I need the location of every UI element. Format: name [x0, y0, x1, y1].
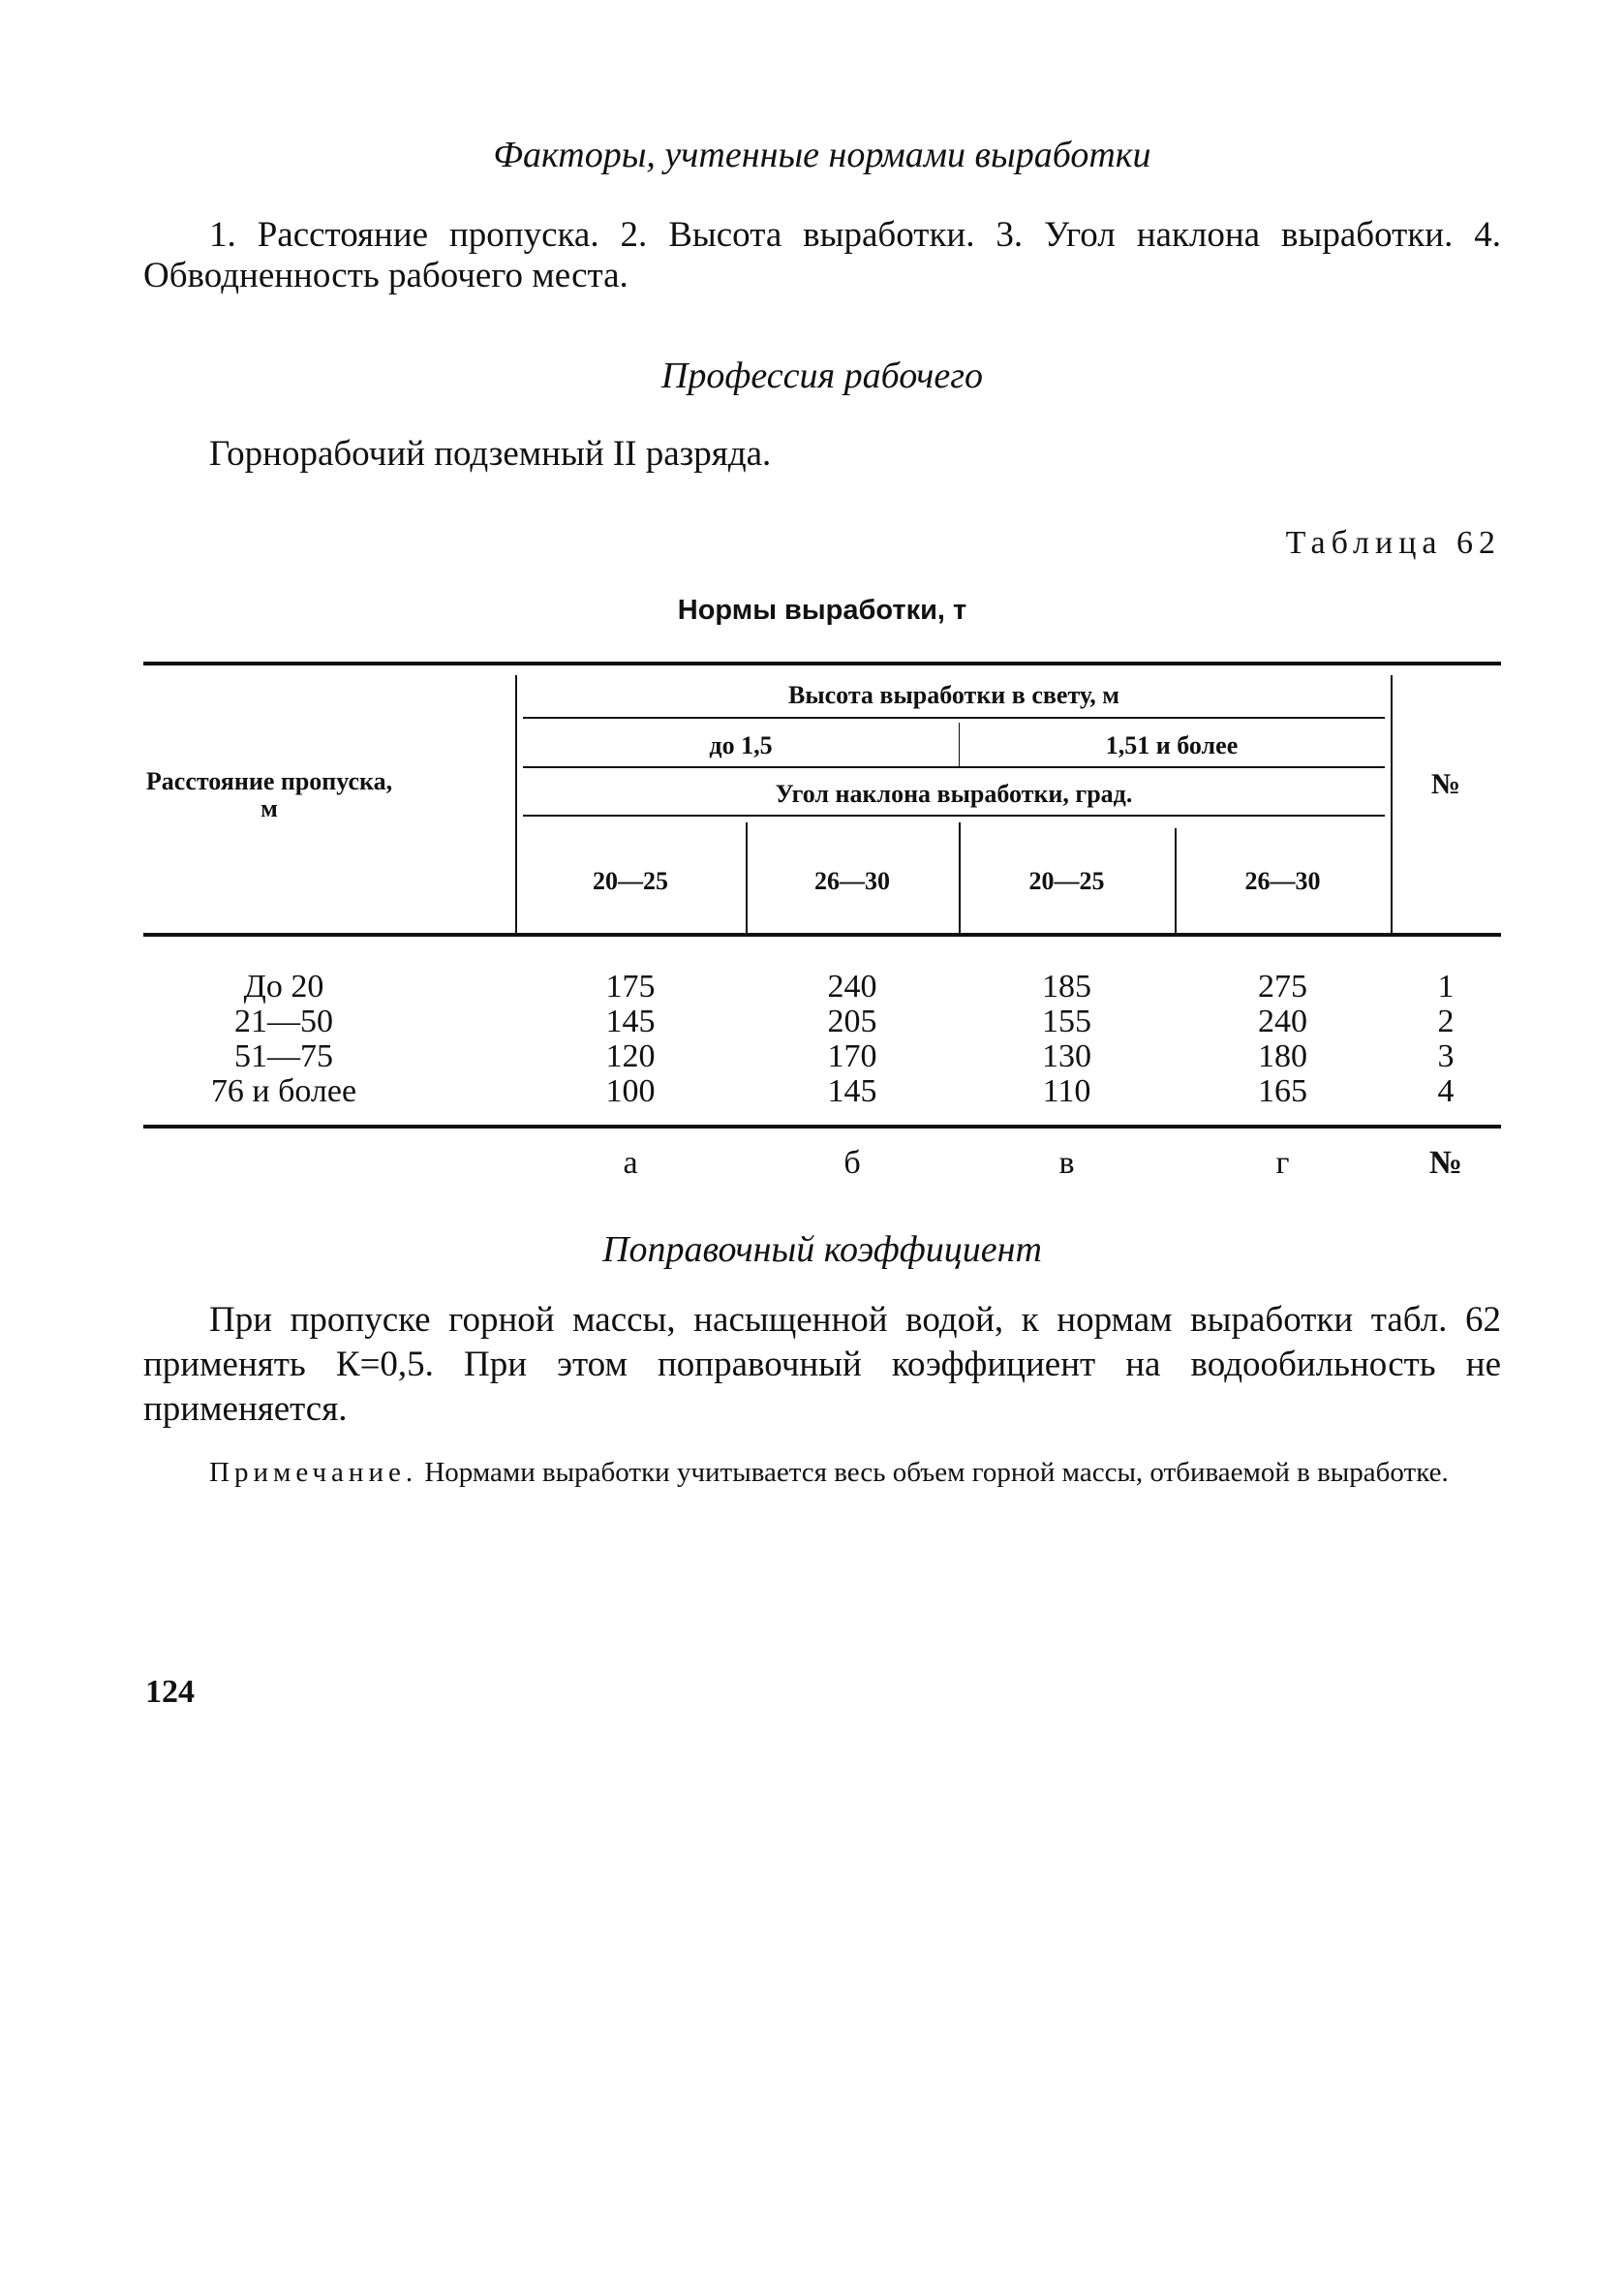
divider [523, 766, 1385, 768]
angle-column: 20—25 [593, 867, 668, 895]
correction-text: При пропуске горной массы, насыщенной во… [143, 1298, 1501, 1432]
table-number: Таблица 62 [1285, 525, 1501, 561]
factors-text-content: 1. Расстояние пропуска. 2. Высота вырабо… [143, 215, 1501, 295]
angle-column: 26—30 [814, 867, 890, 895]
table-cell: 205 [827, 1004, 877, 1039]
page-number: 124 [145, 1674, 195, 1710]
note-label: Примечание. [209, 1457, 418, 1488]
profession-text: Горнорабочий подземный II разряда. [143, 434, 1501, 475]
divider [523, 815, 1385, 817]
table-cell: 165 [1258, 1073, 1307, 1109]
num-header: № [1430, 768, 1461, 800]
heading-profession: Профессия рабочего [660, 356, 984, 396]
table-cell: 170 [827, 1038, 877, 1074]
divider [959, 723, 960, 766]
table-cell: 275 [1258, 969, 1307, 1005]
column-letter: г [1275, 1145, 1290, 1181]
table-cell: 175 [605, 969, 656, 1005]
height-header: Высота выработки в свету, м [788, 681, 1119, 709]
divider [1391, 675, 1393, 933]
heading-correction: Поправочный коэффициент [602, 1229, 1042, 1270]
table-cell: 155 [1042, 1004, 1091, 1039]
row-label: До 20 [243, 969, 324, 1005]
table-cell: 130 [1042, 1038, 1091, 1074]
row-number: 4 [1437, 1073, 1455, 1109]
column-letter: в [1058, 1145, 1075, 1181]
table-cell: 240 [827, 969, 877, 1005]
table-top-rule [143, 662, 1501, 665]
angle-header: Угол наклона выработки, град. [775, 780, 1133, 808]
divider [959, 822, 961, 933]
table-cell: 120 [605, 1038, 656, 1074]
row-number: 1 [1437, 969, 1455, 1005]
header-bottom-rule [143, 933, 1501, 937]
row-number: 3 [1437, 1038, 1455, 1074]
table-cell: 240 [1258, 1004, 1307, 1039]
row-label: 51—75 [234, 1038, 333, 1074]
table-cell: 185 [1042, 969, 1091, 1005]
factors-text: 1. Расстояние пропуска. 2. Высота вырабо… [143, 215, 1501, 296]
height-group: до 1,5 [709, 731, 773, 759]
divider [746, 822, 748, 933]
table-cell: 145 [827, 1073, 877, 1109]
height-group: 1,51 и более [1105, 731, 1239, 759]
correction-text-content: При пропуске горной массы, насыщенной во… [143, 1300, 1501, 1429]
column-letter: б [843, 1145, 861, 1181]
divider [523, 717, 1385, 719]
note-text: Нормами выработки учитывается весь объем… [417, 1457, 1449, 1488]
column-letter: а [623, 1145, 638, 1181]
note: Примечание. Нормами выработки учитываетс… [143, 1455, 1501, 1491]
row-number: 2 [1437, 1004, 1455, 1039]
table-cell: 180 [1258, 1038, 1307, 1074]
table-title: Нормы выработки, т [677, 595, 967, 626]
angle-column: 20—25 [1028, 867, 1105, 895]
row-header: Расстояние пропуска, м [145, 767, 393, 822]
divider [515, 675, 517, 933]
footer-num: № [1428, 1145, 1463, 1181]
row-label: 76 и более [210, 1073, 357, 1109]
table-bottom-rule [143, 1125, 1501, 1129]
angle-column: 26—30 [1244, 867, 1321, 895]
table-cell: 110 [1042, 1073, 1091, 1109]
row-label: 21—50 [234, 1004, 333, 1039]
divider [1175, 828, 1177, 933]
heading-factors: Факторы, учтенные нормами выработки [493, 135, 1151, 175]
table-cell: 100 [605, 1073, 656, 1109]
table-cell: 145 [605, 1004, 656, 1039]
profession-text-content: Горнорабочий подземный II разряда. [209, 434, 772, 474]
